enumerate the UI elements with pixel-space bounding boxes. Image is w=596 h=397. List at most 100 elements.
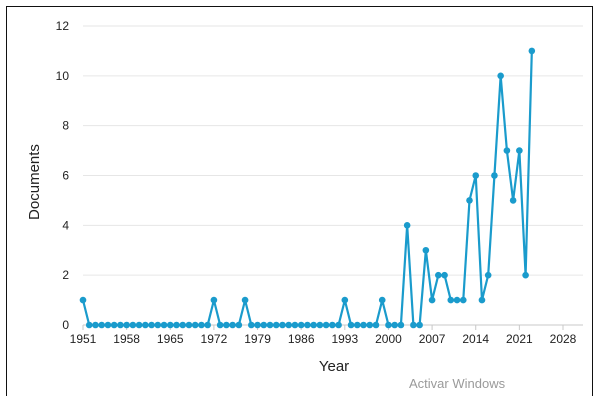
data-point <box>229 321 236 329</box>
data-point <box>441 271 448 279</box>
x-tick-label: 2007 <box>419 332 446 346</box>
gridlines <box>82 25 583 330</box>
data-point <box>254 321 261 329</box>
line-chart: 0 2 4 6 8 10 12 1951 1958 1965 1972 1979 1986 1993 20… <box>26 19 583 391</box>
x-axis-label: Year <box>319 358 349 375</box>
data-point <box>372 321 380 329</box>
data-point <box>216 321 224 329</box>
x-tick-label: 1986 <box>288 332 315 346</box>
data-point <box>341 296 349 304</box>
data-point <box>478 296 486 304</box>
data-point <box>104 321 112 329</box>
data-point <box>204 321 211 329</box>
data-point <box>447 296 455 304</box>
x-tick-label: 2028 <box>550 332 577 346</box>
data-point <box>353 321 361 329</box>
data-point <box>516 147 523 154</box>
data-point <box>279 321 286 329</box>
data-point <box>79 296 87 304</box>
windows-activation-watermark: Activar Windows <box>409 376 506 391</box>
data-point <box>422 246 430 254</box>
x-tick-label: 1958 <box>113 332 140 346</box>
y-tick-label: 6 <box>62 169 69 183</box>
data-point <box>241 296 249 304</box>
data-point <box>123 321 130 329</box>
x-tick-label: 2000 <box>375 332 402 346</box>
data-point <box>497 72 504 80</box>
data-point <box>117 321 124 329</box>
x-tick-label: 1993 <box>331 332 358 346</box>
data-point <box>185 321 193 329</box>
data-point <box>428 296 436 304</box>
data-point <box>310 321 317 329</box>
data-point <box>391 321 398 329</box>
data-point <box>297 321 305 329</box>
data-point <box>272 321 280 329</box>
x-tick-label: 1972 <box>201 332 228 346</box>
data-point <box>235 321 243 329</box>
x-tick-label: 1965 <box>157 332 184 346</box>
y-tick-label: 8 <box>62 119 69 133</box>
data-point <box>360 321 367 329</box>
x-tick-label: 1979 <box>244 332 271 346</box>
data-point <box>198 321 205 329</box>
data-point <box>329 321 336 329</box>
data-point <box>397 321 405 329</box>
data-point <box>260 321 268 329</box>
y-tick-label: 0 <box>62 318 69 332</box>
data-point <box>466 197 473 204</box>
data-point <box>453 296 461 304</box>
data-point <box>366 321 374 329</box>
y-tick-labels: 0 2 4 6 8 10 12 <box>56 19 70 332</box>
data-point <box>403 222 411 229</box>
data-point <box>509 197 517 204</box>
data-point <box>154 321 162 329</box>
data-point <box>179 321 187 329</box>
data-point <box>503 147 511 154</box>
series-documents <box>79 47 536 329</box>
data-point <box>110 321 118 329</box>
data-point <box>459 296 467 304</box>
data-point <box>223 321 230 329</box>
y-axis-label: Documents <box>26 144 43 220</box>
data-point <box>142 321 149 329</box>
data-point <box>484 271 492 279</box>
y-tick-label: 2 <box>62 268 69 282</box>
chart-frame: 0 2 4 6 8 10 12 1951 1958 1965 1972 1979 1986 1993 20… <box>6 6 593 396</box>
data-point <box>291 321 299 329</box>
data-point <box>148 321 155 329</box>
data-point <box>347 321 355 329</box>
data-point <box>410 321 417 329</box>
data-point <box>304 321 311 329</box>
x-tick-labels: 1951 1958 1965 1972 1979 1986 1993 2000 2007 2014… <box>70 332 577 346</box>
data-point <box>98 321 106 329</box>
data-point <box>166 321 174 329</box>
data-point <box>160 321 168 329</box>
data-point <box>316 321 324 329</box>
data-point <box>378 296 386 304</box>
data-point <box>385 321 392 329</box>
data-point <box>248 321 255 329</box>
data-point <box>191 321 199 329</box>
data-point <box>335 321 342 329</box>
data-point <box>522 271 529 279</box>
y-tick-label: 4 <box>62 218 69 232</box>
data-point <box>322 321 330 329</box>
data-point <box>129 321 137 329</box>
data-point <box>472 172 480 179</box>
data-point <box>173 321 180 329</box>
data-point <box>85 321 93 329</box>
data-point <box>135 321 143 329</box>
data-point <box>491 172 498 179</box>
x-tick-label: 2021 <box>506 332 533 346</box>
data-point <box>528 47 536 55</box>
data-point <box>285 321 293 329</box>
data-point <box>266 321 274 329</box>
x-tick-label: 2014 <box>462 332 489 346</box>
data-point <box>210 296 218 304</box>
data-point <box>435 271 442 279</box>
y-tick-label: 12 <box>56 19 70 33</box>
data-point <box>416 321 423 329</box>
series-line <box>81 50 533 327</box>
x-tick-label: 1951 <box>70 332 97 346</box>
